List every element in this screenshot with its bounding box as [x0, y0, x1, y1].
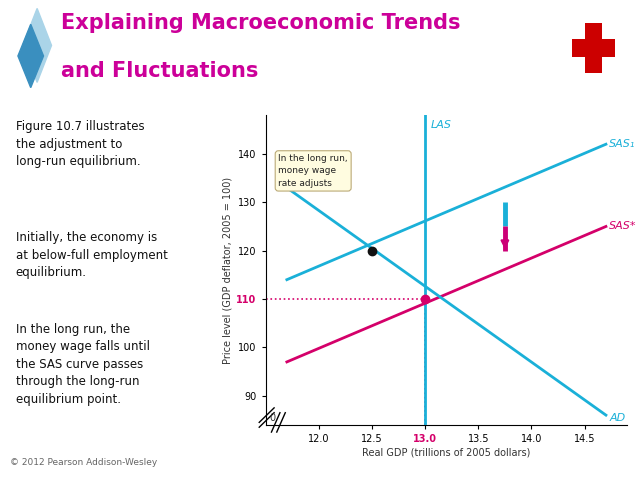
- Text: In the long run,
money wage
rate adjusts: In the long run, money wage rate adjusts: [278, 154, 348, 188]
- Text: AD: AD: [609, 413, 625, 423]
- Text: and Fluctuations: and Fluctuations: [61, 61, 258, 81]
- Y-axis label: Price level (GDP deflator, 2005 = 100): Price level (GDP deflator, 2005 = 100): [222, 177, 232, 363]
- Text: © 2012 Pearson Addison-Wesley: © 2012 Pearson Addison-Wesley: [10, 458, 157, 468]
- X-axis label: Real GDP (trillions of 2005 dollars): Real GDP (trillions of 2005 dollars): [362, 448, 531, 458]
- Text: In the long run, the
money wage falls until
the SAS curve passes
through the lon: In the long run, the money wage falls un…: [16, 323, 150, 406]
- Text: 0: 0: [269, 413, 275, 423]
- FancyBboxPatch shape: [586, 23, 602, 73]
- Text: SAS*: SAS*: [609, 221, 637, 231]
- Text: SAS₁: SAS₁: [609, 139, 636, 149]
- Text: LAS: LAS: [431, 120, 451, 130]
- Text: Explaining Macroeconomic Trends: Explaining Macroeconomic Trends: [61, 12, 460, 33]
- Polygon shape: [18, 24, 44, 88]
- FancyBboxPatch shape: [572, 39, 615, 58]
- Text: Initially, the economy is
at below-full employment
equilibrium.: Initially, the economy is at below-full …: [16, 231, 168, 279]
- Text: Figure 10.7 illustrates
the adjustment to
long-run equilibrium.: Figure 10.7 illustrates the adjustment t…: [16, 120, 145, 168]
- Polygon shape: [23, 9, 52, 83]
